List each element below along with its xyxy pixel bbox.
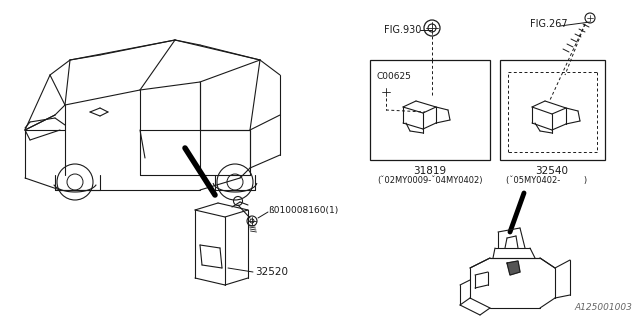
Text: ß010008160(1): ß010008160(1) <box>268 205 339 214</box>
Text: 32520: 32520 <box>255 267 288 277</box>
Text: FIG.930: FIG.930 <box>384 25 421 35</box>
Text: (ˇ05MY0402-         ): (ˇ05MY0402- ) <box>506 176 588 185</box>
Text: C00625: C00625 <box>376 72 411 81</box>
Polygon shape <box>507 261 520 275</box>
Text: A125001003: A125001003 <box>574 303 632 312</box>
Text: 32540: 32540 <box>536 166 568 176</box>
Text: 31819: 31819 <box>413 166 447 176</box>
Bar <box>500 60 605 160</box>
Text: (ˇ02MY0009-ˇ04MY0402): (ˇ02MY0009-ˇ04MY0402) <box>377 176 483 185</box>
Bar <box>370 60 490 160</box>
Text: FIG.267: FIG.267 <box>530 19 568 29</box>
